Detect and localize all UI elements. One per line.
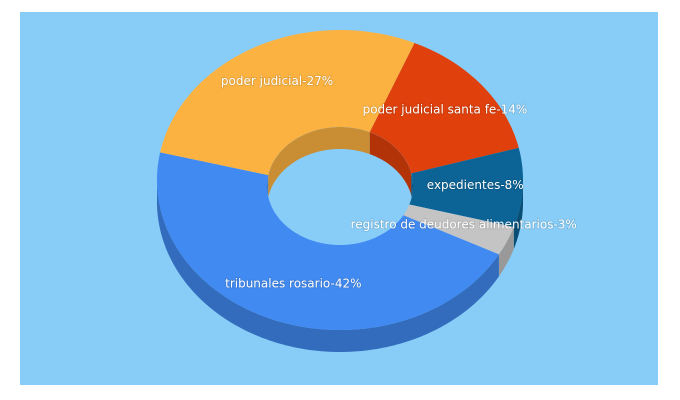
slice xyxy=(157,152,499,330)
data-label: tribunales rosario-42% xyxy=(225,277,361,291)
data-label: registro de deudores alimentarios-3% xyxy=(351,218,577,232)
donut-sides xyxy=(157,180,523,352)
donut-top xyxy=(157,30,523,330)
data-label: expedientes-8% xyxy=(427,178,524,192)
slice xyxy=(369,42,519,174)
slice xyxy=(409,147,523,227)
slice xyxy=(403,204,514,255)
slice xyxy=(160,30,415,176)
slice-side xyxy=(498,226,514,277)
labels: poder judicial santa fe-14% expedientes-8… xyxy=(220,73,577,291)
slice-side xyxy=(157,180,499,352)
slice-side xyxy=(513,180,523,249)
data-label: poder judicial santa fe-14% xyxy=(363,102,528,116)
slice-inner-wall xyxy=(268,127,370,198)
data-label: poder judicial-27% xyxy=(221,74,333,88)
slice-inner-wall xyxy=(369,132,412,196)
